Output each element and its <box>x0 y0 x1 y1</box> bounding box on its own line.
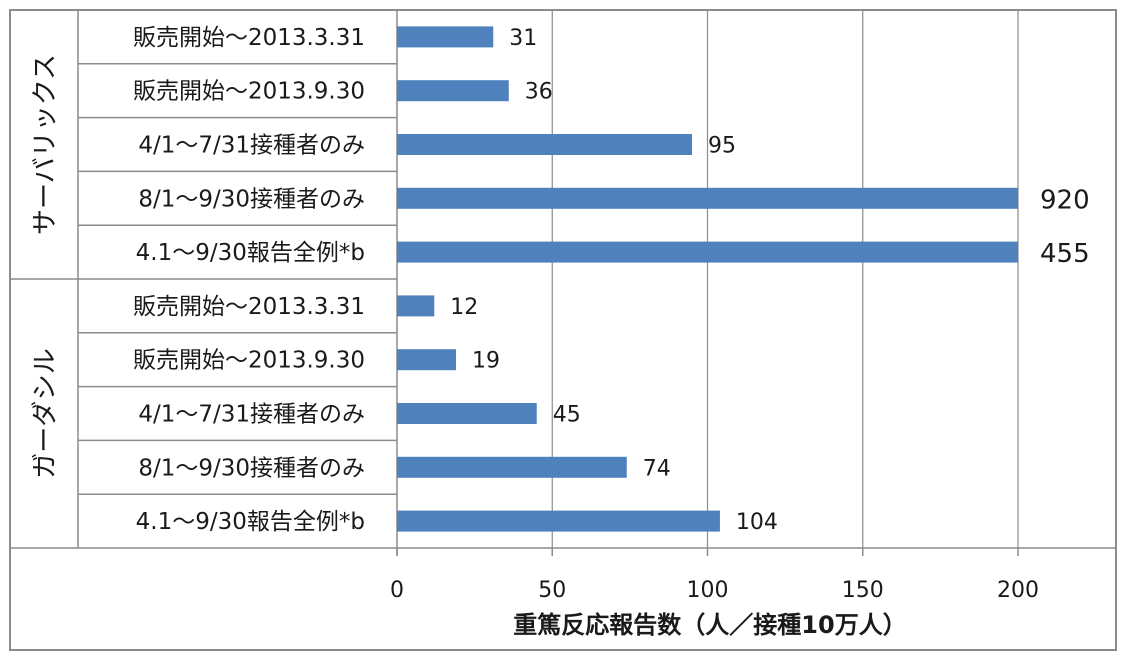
bar <box>397 80 509 102</box>
x-tick-label: 200 <box>997 578 1039 603</box>
data-label: 95 <box>708 134 736 159</box>
data-label: 31 <box>509 26 537 51</box>
category-label: 8/1〜9/30接種者のみ <box>138 455 365 481</box>
x-axis-label: 重篤反応報告数（人／接種10万人） <box>513 611 906 639</box>
category-label: 4/1〜7/31接種者のみ <box>138 402 365 428</box>
data-label: 104 <box>736 510 778 535</box>
category-label: 4.1〜9/30報告全例*b <box>136 509 365 535</box>
bar <box>397 134 692 155</box>
bar <box>397 295 435 317</box>
bars <box>397 26 1018 532</box>
bar <box>397 241 1018 263</box>
data-label: 920 <box>1040 185 1090 215</box>
table-structure <box>9 9 1117 651</box>
category-labels: 販売開始〜2013.3.31 販売開始〜2013.9.30 4/1〜7/31接種者の… <box>133 25 365 535</box>
category-label: 4.1〜9/30報告全例*b <box>136 240 365 266</box>
data-label: 455 <box>1040 239 1090 269</box>
category-label: 販売開始〜2013.9.30 <box>133 79 365 105</box>
category-label: 4/1〜7/31接種者のみ <box>138 133 365 159</box>
bar <box>397 349 456 371</box>
bar <box>397 403 537 424</box>
group-label: ガーダシル <box>31 348 61 479</box>
bar <box>397 456 627 478</box>
bar <box>397 26 494 48</box>
data-label: 74 <box>643 456 671 481</box>
data-label: 12 <box>450 295 478 320</box>
x-tick-label: 50 <box>538 578 566 603</box>
x-tick-labels: 0 50 100 150 200 <box>390 578 1039 603</box>
bar <box>397 187 1018 209</box>
category-label: 販売開始〜2013.9.30 <box>133 348 365 374</box>
category-label: 8/1〜9/30接種者のみ <box>138 186 365 212</box>
chart-frame <box>9 9 1117 651</box>
value-labels: 31 36 95 920 455 12 19 45 74 104 <box>450 26 1089 535</box>
data-label: 36 <box>525 80 553 105</box>
data-label: 19 <box>472 349 500 374</box>
bar <box>397 510 720 532</box>
group-label: サーバリックス <box>31 54 61 235</box>
category-label: 販売開始〜2013.3.31 <box>133 294 365 320</box>
category-label: 販売開始〜2013.3.31 <box>133 25 365 51</box>
x-tick-label: 100 <box>687 578 729 603</box>
x-tick-label: 150 <box>842 578 884 603</box>
data-label: 45 <box>553 403 581 428</box>
x-tick-label: 0 <box>390 578 404 603</box>
